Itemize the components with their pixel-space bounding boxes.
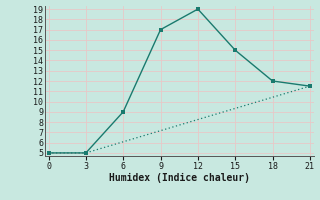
X-axis label: Humidex (Indice chaleur): Humidex (Indice chaleur): [109, 173, 250, 183]
